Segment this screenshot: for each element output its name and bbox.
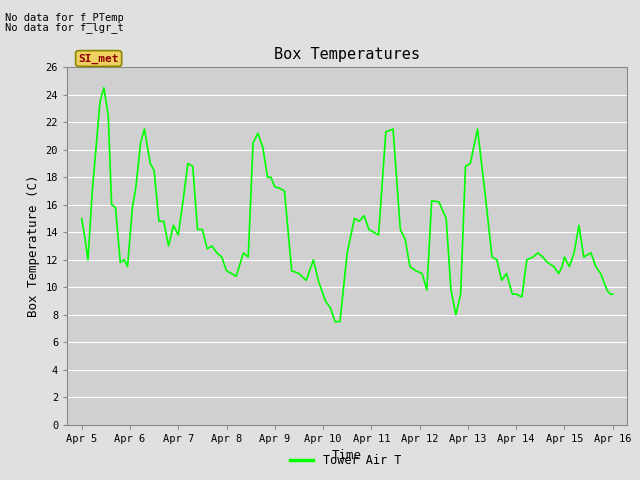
Legend: Tower Air T: Tower Air T: [285, 449, 406, 472]
Text: SI_met: SI_met: [79, 53, 119, 64]
Y-axis label: Box Temperature (C): Box Temperature (C): [27, 175, 40, 317]
X-axis label: Time: Time: [332, 449, 362, 462]
Title: Box Temperatures: Box Temperatures: [274, 47, 420, 62]
Text: No data for f_PTemp: No data for f_PTemp: [5, 12, 124, 23]
Text: No data for f_lgr_t: No data for f_lgr_t: [5, 22, 124, 33]
